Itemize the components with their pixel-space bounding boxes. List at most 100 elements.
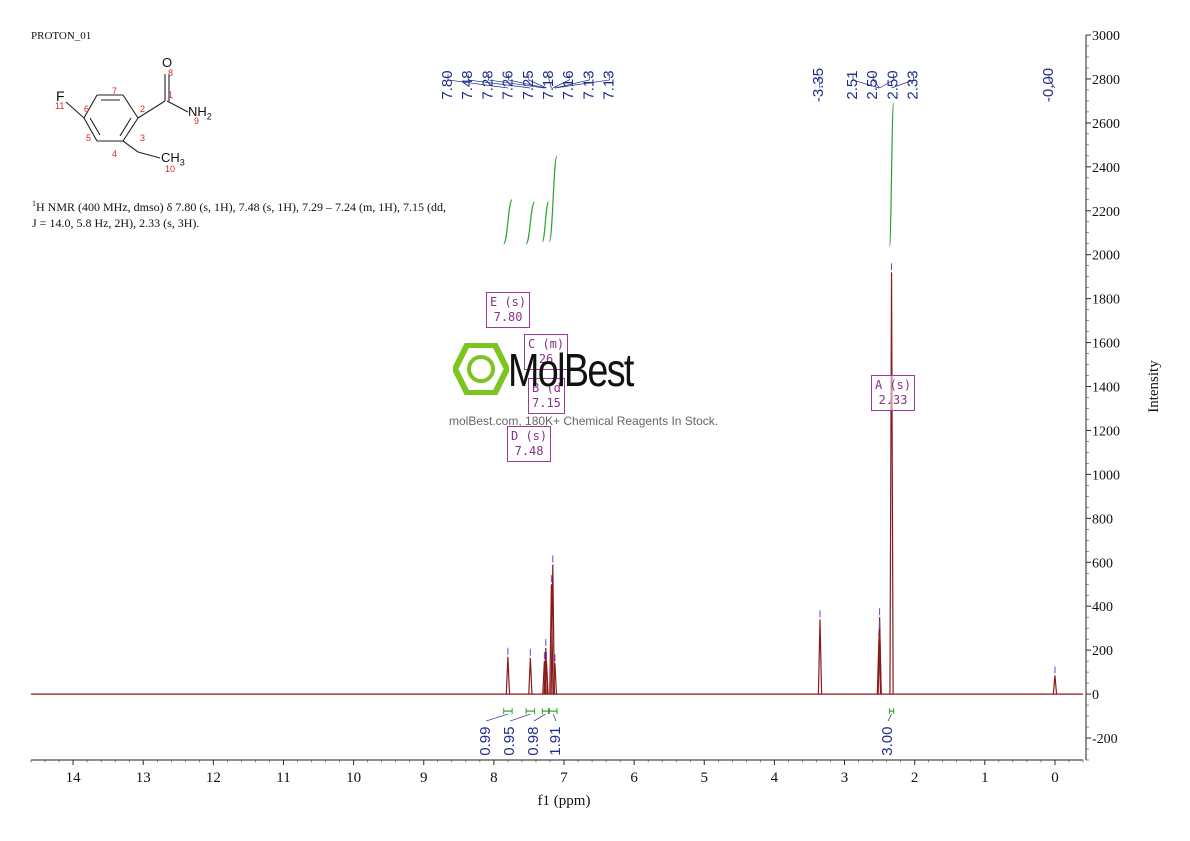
integral-label: 1.91 [547, 726, 564, 755]
y-tick-label: 2000 [1092, 249, 1120, 264]
multiplet-value: 7.15 [532, 396, 561, 410]
integral-curves [503, 102, 895, 247]
peak-label-leader [554, 74, 590, 89]
peak-label: 7.13 [580, 70, 597, 99]
atom-nh2: NH2 [188, 104, 212, 122]
y-tick-label: 3000 [1092, 29, 1120, 44]
spectrum-peak [1052, 675, 1058, 695]
peak-label-leader [818, 74, 821, 89]
nucleus-superscript: 1 [32, 199, 36, 208]
x-tick-label: 14 [66, 770, 82, 786]
atom-number-2: 2 [140, 104, 146, 114]
x-tick-label: 8 [490, 770, 498, 786]
spectrum-peak [877, 630, 882, 695]
peak-label: 7.48 [459, 70, 476, 99]
atom-number-8: 8 [168, 68, 174, 78]
peak-label-leader [891, 74, 914, 89]
integral-curve [541, 201, 550, 243]
peak-label: 7.13 [601, 70, 618, 99]
integral-label: 0.99 [477, 726, 494, 755]
peak-label: 7.25 [520, 70, 537, 99]
peak-label-leader [548, 74, 552, 89]
peak-label: -3.35 [810, 68, 827, 102]
spectrum-peak [550, 564, 555, 695]
y-tick-label: 2600 [1092, 117, 1120, 132]
peak-label: 7.26 [500, 70, 517, 99]
peak-label: -0.00 [1040, 68, 1057, 102]
y-tick-label: -200 [1092, 732, 1118, 747]
molbest-logo-icon [453, 343, 509, 395]
y-tick-label: 1400 [1092, 381, 1120, 396]
peak-label: 7.28 [479, 70, 496, 99]
x-tick-label: 3 [841, 770, 849, 786]
y-tick-label: 200 [1092, 644, 1113, 659]
axes: 14 13 12 11 10 9 8 7 6 5 4 3 2 1 0f1 (ppm)-20002004006… [30, 29, 1162, 809]
multiplet-label: A (s) [875, 378, 912, 392]
x-tick-label: 11 [276, 770, 290, 786]
atom-number-9: 9 [194, 116, 200, 126]
peak-label: 2.51 [844, 70, 861, 99]
multiplet-value: 7.48 [514, 444, 544, 458]
integral-label: 0.95 [501, 726, 518, 755]
atom-o: O [162, 55, 173, 70]
multiplet-box-d: D (s) 7.48 [507, 426, 552, 462]
atom-number-6: 6 [84, 104, 90, 114]
multiplet-box-c: C (m) 26 [524, 334, 569, 370]
peak-label: 2.33 [905, 70, 922, 99]
peak-label-leader [1048, 74, 1056, 89]
sample-name: PROTON_01 [31, 30, 92, 42]
x-axis-label: f1 (ppm) [538, 793, 591, 809]
peak-label-leader [872, 74, 880, 89]
multiplet-label: D (s) [511, 429, 548, 443]
y-tick-label: 2400 [1092, 161, 1120, 176]
integral-leader [887, 713, 892, 722]
multiplet-box-e: E (s) 7.80 [486, 292, 531, 328]
peak-label-leader [488, 74, 545, 89]
atom-number-4: 4 [112, 149, 118, 159]
peak-labels: 7.80 7.48 7.28 7.26 7.25 7.18 7.16 7.13 7.13 -3.3… [439, 68, 1057, 102]
peak-label: 7.18 [540, 70, 557, 99]
multiplet-value: 26 [538, 352, 554, 366]
integral-leader [533, 713, 546, 722]
x-tick-label: 4 [771, 770, 779, 786]
spectrum-peak [552, 663, 558, 695]
multiplet-box-b: B (d 7.15 [528, 378, 565, 414]
atom-number-11: 11 [55, 101, 65, 111]
integral-curve [548, 155, 558, 243]
atom-number-5: 5 [86, 133, 92, 143]
x-tick-label: 5 [701, 770, 709, 786]
peak-label-leader [879, 74, 894, 89]
integral-leader [485, 713, 509, 722]
y-tick-label: 1800 [1092, 293, 1120, 308]
y-tick-label: 1000 [1092, 468, 1120, 483]
multiplet-box-a: A (s) 2.33 [871, 375, 916, 411]
y-tick-label: 1200 [1092, 424, 1120, 439]
y-tick-label: 400 [1092, 600, 1113, 615]
watermark-brand: MolBest [508, 344, 634, 396]
y-tick-label: 2200 [1092, 205, 1120, 220]
peak-label-leader [467, 74, 531, 89]
x-tick-label: 12 [206, 770, 221, 786]
y-tick-label: 1600 [1092, 337, 1120, 352]
atom-number-10: 10 [165, 164, 176, 174]
integral-label: 3.00 [879, 726, 896, 755]
x-tick-label: 10 [346, 770, 361, 786]
peak-label: 7.80 [439, 70, 456, 99]
nmr-description: 1H NMR (400 MHz, dmso) δ 7.80 (s, 1H), 7… [32, 196, 452, 231]
multiplet-label: B (d [532, 381, 561, 395]
peak-label-leader [852, 74, 880, 89]
peak-label: 2.50 [884, 70, 901, 99]
peak-label-leader [447, 74, 508, 89]
multiplet-label: C (m) [528, 337, 565, 351]
nmr-description-text: H NMR (400 MHz, dmso) δ 7.80 (s, 1H), 7.… [32, 200, 446, 230]
x-tick-label: 1 [981, 770, 989, 786]
multiplet-value: 7.80 [493, 310, 523, 324]
integral-curve [525, 201, 536, 245]
y-tick-label: 600 [1092, 556, 1113, 571]
x-tick-label: 2 [911, 770, 919, 786]
integral-leader [509, 713, 531, 722]
x-tick-label: 7 [560, 770, 568, 786]
integral-leader [552, 713, 557, 722]
spectrum-peak [528, 657, 533, 695]
